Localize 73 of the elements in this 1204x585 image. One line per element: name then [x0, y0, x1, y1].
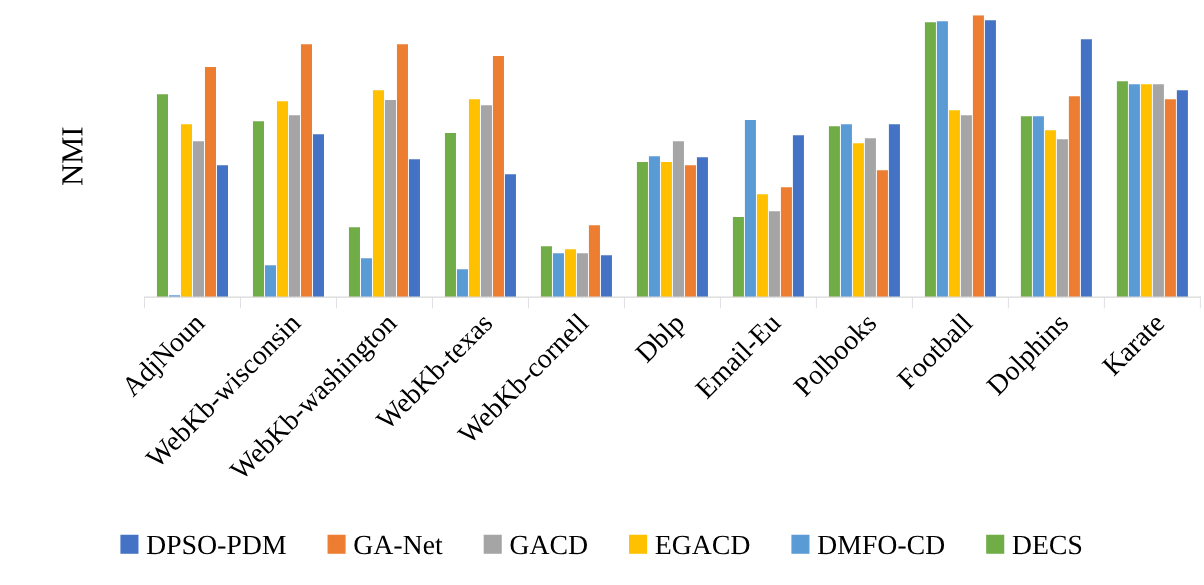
bar	[876, 170, 888, 298]
y-axis-title: NMI	[62, 127, 83, 186]
bar	[792, 135, 804, 298]
bar	[216, 165, 228, 298]
bar	[852, 143, 864, 298]
bar	[1140, 84, 1152, 298]
bar	[408, 159, 420, 298]
bar	[1044, 130, 1056, 298]
x-tick-label: Dblp	[633, 311, 690, 368]
bar	[936, 21, 948, 298]
bar	[204, 67, 216, 298]
bar	[648, 156, 660, 298]
bar	[264, 265, 276, 298]
bar	[756, 194, 768, 298]
bar	[348, 227, 360, 298]
legend-label: DMFO-CD	[817, 535, 945, 555]
bar	[504, 174, 516, 298]
bar	[960, 115, 972, 298]
bar	[480, 105, 492, 298]
bar	[672, 141, 684, 298]
bar	[888, 124, 900, 298]
bar	[252, 121, 264, 298]
bar	[1116, 81, 1128, 298]
bar	[840, 124, 852, 298]
bar	[924, 22, 936, 298]
bar	[588, 225, 600, 298]
bar	[780, 187, 792, 298]
bar	[300, 44, 312, 298]
bar	[312, 134, 324, 298]
bar	[696, 157, 708, 298]
legend-label: GACD	[510, 535, 587, 555]
bar	[1176, 90, 1188, 298]
bar	[864, 138, 876, 298]
bar	[732, 217, 744, 298]
bar	[768, 211, 780, 298]
bar	[444, 133, 456, 298]
bar	[1032, 116, 1044, 298]
bar	[1056, 139, 1068, 298]
bar	[1128, 84, 1140, 298]
bar	[1152, 84, 1164, 298]
bar	[540, 246, 552, 298]
bar	[660, 162, 672, 298]
bar	[372, 90, 384, 298]
bar	[1164, 99, 1176, 298]
bar	[396, 44, 408, 298]
bar	[468, 99, 480, 298]
legend-label: DECS	[1012, 535, 1082, 555]
legend-label: GA-Net	[354, 535, 443, 555]
bar	[1020, 116, 1032, 298]
bar	[744, 120, 756, 298]
bar	[360, 258, 372, 298]
bar	[1080, 39, 1092, 298]
bar	[828, 126, 840, 298]
bar	[600, 255, 612, 298]
bar	[948, 110, 960, 298]
bar	[636, 162, 648, 298]
legend-label: DPSO-PDM	[146, 535, 286, 555]
bar	[492, 56, 504, 298]
bar	[1068, 96, 1080, 298]
bar	[456, 269, 468, 298]
bar	[180, 124, 192, 298]
bar	[276, 101, 288, 298]
bar	[984, 20, 996, 298]
bar	[192, 141, 204, 298]
bar	[384, 100, 396, 298]
legend-label: EGACD	[655, 535, 750, 555]
bar	[552, 253, 564, 298]
bar	[564, 249, 576, 298]
bar	[156, 94, 168, 298]
bar	[972, 15, 984, 298]
bar	[684, 165, 696, 298]
bar	[288, 115, 300, 298]
bar	[576, 253, 588, 298]
